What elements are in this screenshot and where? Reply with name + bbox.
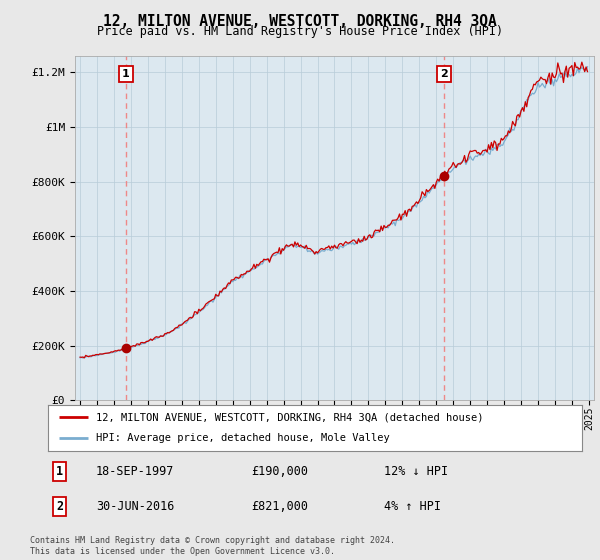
Text: 30-JUN-2016: 30-JUN-2016	[96, 500, 175, 512]
Text: HPI: Average price, detached house, Mole Valley: HPI: Average price, detached house, Mole…	[96, 433, 390, 444]
Text: 2: 2	[440, 69, 448, 79]
Text: 12, MILTON AVENUE, WESTCOTT, DORKING, RH4 3QA (detached house): 12, MILTON AVENUE, WESTCOTT, DORKING, RH…	[96, 412, 484, 422]
Text: 2: 2	[56, 500, 63, 512]
Text: 4% ↑ HPI: 4% ↑ HPI	[385, 500, 442, 512]
Text: 12% ↓ HPI: 12% ↓ HPI	[385, 465, 449, 478]
Text: £190,000: £190,000	[251, 465, 308, 478]
Text: Contains HM Land Registry data © Crown copyright and database right 2024.
This d: Contains HM Land Registry data © Crown c…	[30, 536, 395, 556]
Text: 12, MILTON AVENUE, WESTCOTT, DORKING, RH4 3QA: 12, MILTON AVENUE, WESTCOTT, DORKING, RH…	[103, 14, 497, 29]
Text: 1: 1	[122, 69, 130, 79]
Text: 18-SEP-1997: 18-SEP-1997	[96, 465, 175, 478]
Text: £821,000: £821,000	[251, 500, 308, 512]
Text: 1: 1	[56, 465, 63, 478]
Text: Price paid vs. HM Land Registry's House Price Index (HPI): Price paid vs. HM Land Registry's House …	[97, 25, 503, 38]
